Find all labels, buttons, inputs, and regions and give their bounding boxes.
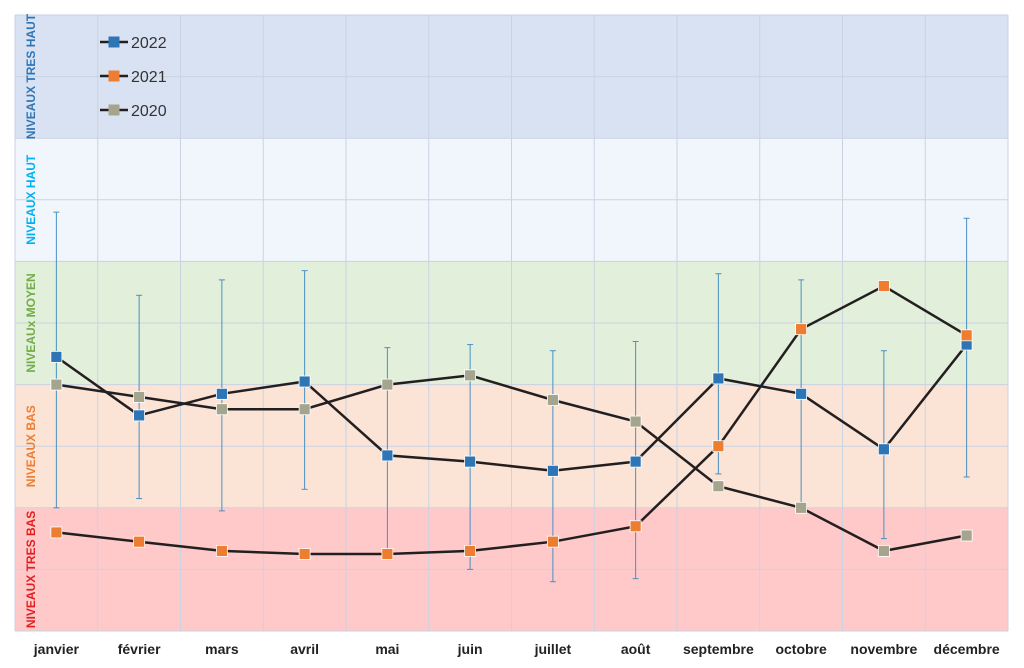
legend-label-2022: 2022 (131, 35, 167, 52)
x-tick-label: juin (457, 641, 483, 657)
data-point-2020 (215, 403, 228, 416)
data-point-2021 (795, 323, 808, 336)
data-point-2021 (464, 545, 477, 557)
legend-marker-2020 (108, 104, 120, 116)
data-point-2020 (960, 529, 973, 542)
band-label-2: NIVEAUx MOYEN (24, 273, 38, 372)
data-point-2020 (795, 501, 808, 514)
data-point-2022 (546, 464, 559, 477)
gridlines (14, 14, 1009, 632)
band-label-0: NIVEAUX TRES BAS (24, 511, 38, 628)
series-line-2022 (55, 343, 968, 473)
series-line-2021 (56, 284, 968, 556)
series-markers (50, 280, 973, 560)
data-point-2021 (546, 535, 559, 548)
data-point-2022 (877, 443, 890, 456)
data-point-2022 (381, 449, 394, 462)
legend-marker-2022 (108, 36, 120, 48)
x-tick-label: avril (290, 641, 319, 657)
data-point-2022 (298, 375, 311, 388)
legend: 2022 2021 2020 (100, 35, 167, 120)
data-point-2021 (381, 548, 394, 560)
legend-label-2020: 2020 (131, 103, 167, 120)
legend-marker-2021 (108, 70, 120, 82)
data-point-2020 (712, 480, 725, 493)
data-point-2020 (381, 378, 394, 391)
x-tick-label: octobre (775, 641, 827, 657)
data-point-2022 (629, 455, 642, 468)
x-tick-label: novembre (850, 641, 917, 657)
data-point-2022 (215, 387, 228, 400)
x-tick-label: janvier (33, 641, 80, 657)
x-tick-label: mai (375, 641, 399, 657)
data-point-2020 (298, 403, 311, 416)
data-point-2021 (877, 280, 890, 292)
band-label-1: NIVEAUX BAS (24, 405, 38, 487)
data-point-2022 (133, 409, 146, 422)
data-point-2020 (133, 391, 146, 403)
series-lines (55, 284, 968, 556)
data-point-2020 (50, 378, 63, 391)
x-tick-label: septembre (683, 641, 754, 657)
x-tick-label: février (118, 641, 161, 657)
band-labels: NIVEAUX TRES BAS NIVEAUX BAS NIVEAUx MOYEN… (24, 13, 38, 628)
band-label-4: NIVEAUX TRES HAUT (24, 13, 38, 139)
band-label-3: NIVEAUX HAUT (24, 154, 38, 245)
data-point-2021 (629, 520, 642, 533)
data-point-2020 (877, 545, 890, 557)
data-point-2021 (50, 526, 63, 539)
data-point-2022 (712, 372, 725, 385)
data-point-2021 (298, 548, 311, 560)
data-point-2020 (546, 394, 559, 406)
data-point-2021 (712, 440, 725, 453)
data-point-2021 (215, 545, 228, 557)
data-point-2020 (464, 369, 477, 382)
data-point-2022 (50, 350, 63, 363)
data-point-2022 (464, 455, 477, 468)
data-point-2021 (133, 535, 146, 548)
x-axis-tick-labels: janvier février mars avril mai juin juillet aoû… (33, 641, 1000, 657)
series-line-2020 (56, 374, 967, 553)
data-point-2021 (960, 329, 973, 342)
x-tick-label: mars (205, 641, 239, 657)
data-point-2022 (795, 387, 808, 400)
data-point-2020 (629, 415, 642, 428)
x-tick-label: août (621, 641, 651, 657)
x-tick-label: décembre (934, 641, 1000, 657)
x-tick-label: juillet (534, 641, 572, 657)
legend-label-2021: 2021 (131, 69, 167, 86)
